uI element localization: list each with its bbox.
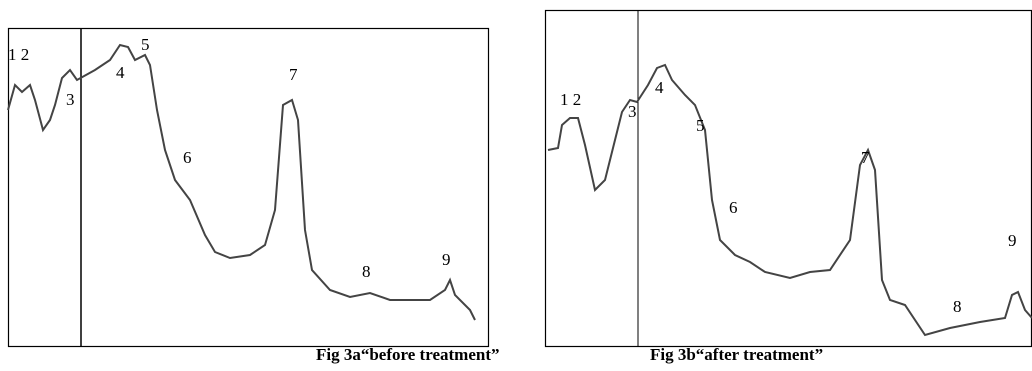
- peak-label: 4: [116, 63, 125, 82]
- peak-label: 5: [141, 35, 150, 54]
- figure-caption: Fig 3b“after treatment”: [650, 345, 823, 364]
- peak-label: 9: [442, 250, 451, 269]
- spectrum-curve: [7, 43, 476, 321]
- spectrum-curve: [547, 63, 1032, 337]
- figure-caption: Fig 3a“before treatment”: [316, 345, 499, 364]
- peak-label: 8: [362, 262, 371, 281]
- peak-label: 1 2: [560, 90, 581, 109]
- peak-label: 6: [183, 148, 192, 167]
- peak-label: 6: [729, 198, 738, 217]
- peak-label: 5: [696, 116, 705, 135]
- peak-label: 3: [628, 102, 637, 121]
- peak-label: 4: [655, 78, 664, 97]
- peak-label: 7: [289, 65, 298, 84]
- peak-label: 7: [861, 148, 870, 167]
- peak-label: 8: [953, 297, 962, 316]
- panel-frame: [7, 27, 490, 348]
- peak-label: 9: [1008, 231, 1017, 250]
- peak-label: 1 2: [8, 45, 29, 64]
- peak-label: 3: [66, 90, 75, 109]
